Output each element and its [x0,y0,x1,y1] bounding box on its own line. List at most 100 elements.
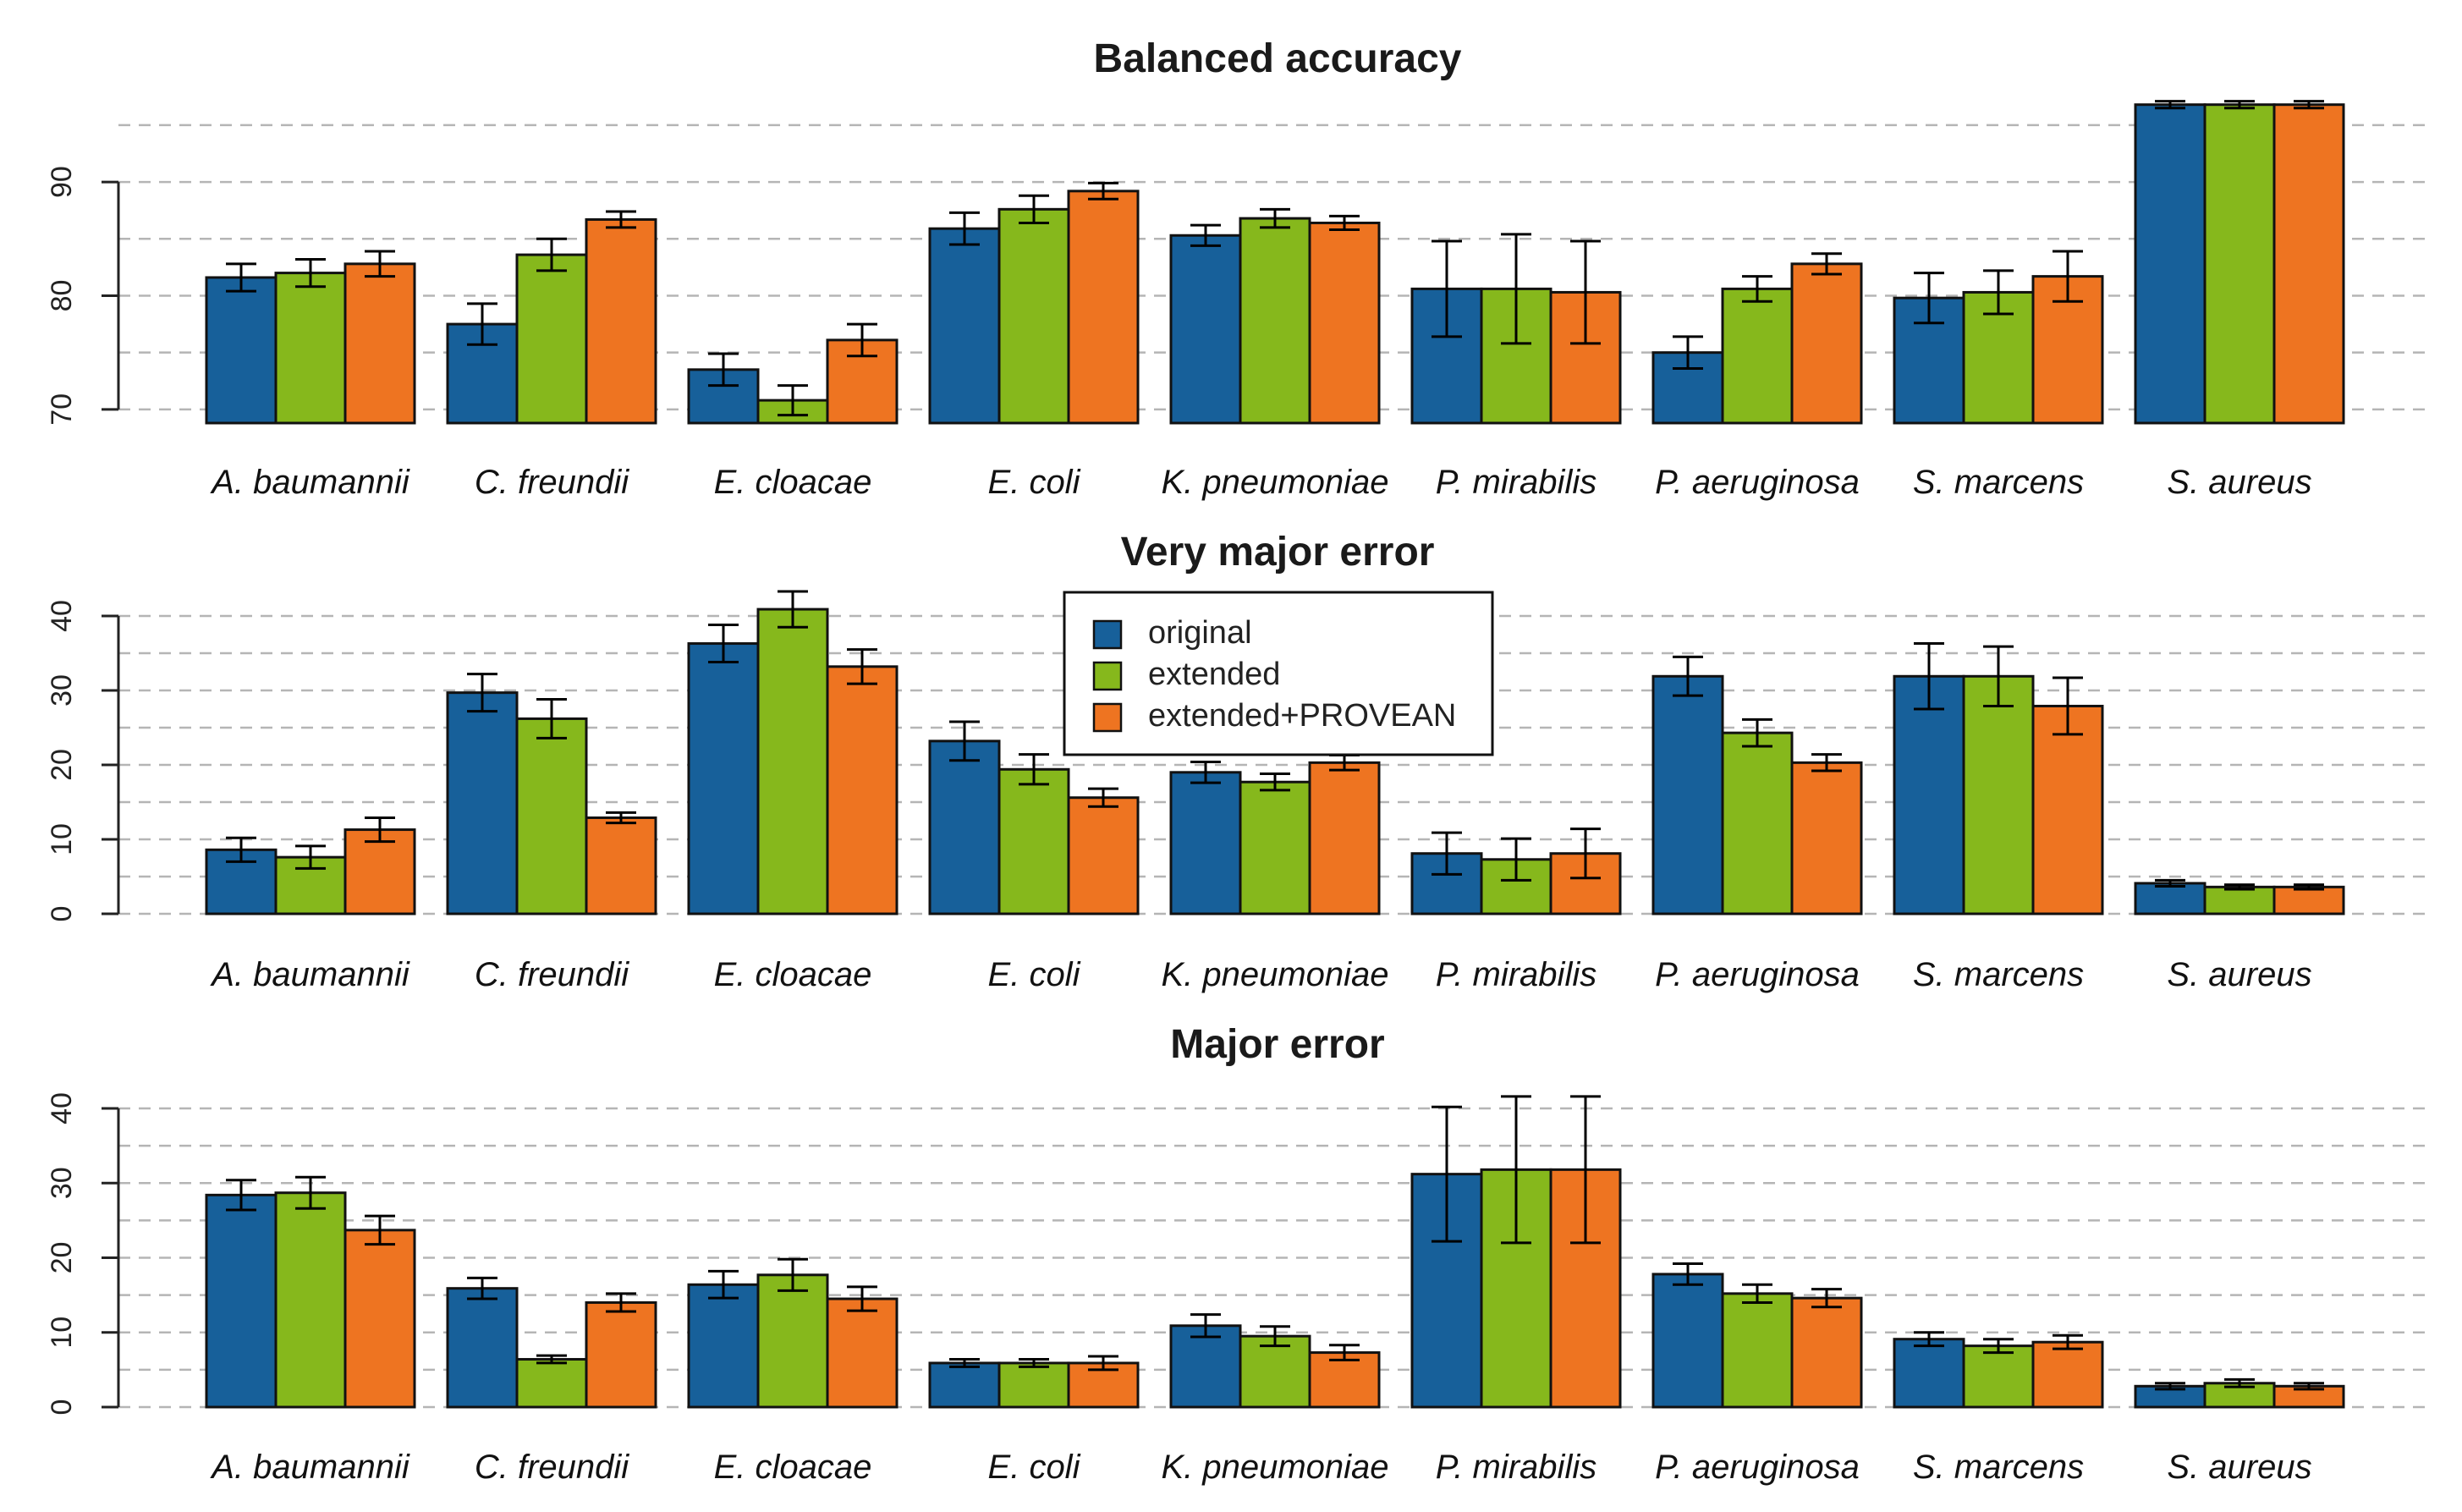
y-tick-label: 80 [46,280,78,312]
bar [2134,103,2206,425]
x-tick-label: P. aeruginosa [1655,956,1860,993]
legend-box [1063,591,1494,756]
bar [1308,1351,1381,1409]
x-tick-label: K. pneumoniae [1161,956,1388,993]
x-tick-label: E. coli [988,1449,1081,1486]
legend-swatch [1092,619,1123,650]
bar [2203,885,2276,915]
bar [2031,704,2104,915]
bar [515,253,588,425]
x-tick-label: P. aeruginosa [1655,464,1860,501]
bar [687,1283,760,1409]
x-tick-label: S. aureus [2167,464,2311,501]
y-tick-label: 70 [46,393,78,426]
x-tick-label: C. freundii [475,956,629,993]
bar [1239,217,1311,425]
x-tick-label: A. baumannii [210,956,410,993]
bar [2134,882,2206,915]
bar [687,642,760,915]
x-tick-label: S. aureus [2167,956,2311,993]
bar [1169,771,1242,915]
x-tick-label: E. cloacae [714,956,872,993]
chart-panel-1: Balanced accuracy 70 80 90 A. baumannii C. fr… [46,36,2428,501]
bar [1721,287,1794,425]
x-tick-label: C. freundii [475,1449,629,1486]
x-tick-label: A. baumannii [210,1449,410,1486]
x-tick-label: C. freundii [475,464,629,501]
y-tick-label: 10 [46,1317,78,1349]
bar [274,272,347,425]
y-tick-label: 30 [46,674,78,707]
y-tick-label: 90 [46,166,78,198]
bar [756,1273,829,1409]
x-tick-label: S. marcens [1913,956,2084,993]
y-tick-label: 30 [46,1167,78,1199]
x-tick-label: E. coli [988,956,1081,993]
y-tick-label: 0 [46,1399,78,1416]
bar [205,276,278,425]
bar [1308,761,1381,915]
bar [928,1361,1001,1409]
bar [826,1297,899,1409]
chart-title: Balanced accuracy [1094,36,1462,81]
bar [756,608,829,915]
legend-label: original [1148,615,1252,651]
bar [997,767,1070,915]
bar [2203,103,2276,425]
bar [997,1361,1070,1409]
x-tick-label: E. cloacae [714,1449,872,1486]
bar [1169,234,1242,425]
bar [343,1229,416,1409]
legend-label: extended+PROVEAN [1148,698,1456,734]
bar [274,1191,347,1409]
y-tick-label: 40 [46,600,78,632]
legend-label: extended [1148,657,1280,692]
y-tick-label: 20 [46,1242,78,1274]
x-tick-label: K. pneumoniae [1161,464,1388,501]
bar [343,828,416,915]
bar [343,262,416,425]
x-tick-label: E. cloacae [714,464,872,501]
x-tick-label: P. mirabilis [1436,1449,1596,1486]
y-tick-label: 40 [46,1092,78,1124]
bar [1239,1334,1311,1409]
bar [446,1287,519,1409]
bar [826,665,899,915]
bar [1067,190,1140,425]
x-tick-label: P. mirabilis [1436,956,1596,993]
x-tick-label: S. marcens [1913,1449,2084,1486]
x-tick-label: A. baumannii [210,464,410,501]
bar [997,207,1070,425]
bar [2272,885,2345,915]
bar [1962,674,2035,915]
bar [928,740,1001,915]
bar [1790,262,1863,425]
x-tick-label: S. aureus [2167,1449,2311,1486]
bar [1721,1292,1794,1409]
bar [2031,1340,2104,1409]
chart-title: Major error [1170,1022,1384,1067]
x-tick-label: P. aeruginosa [1655,1449,1860,1486]
bar [1893,1338,1965,1409]
bar [205,1193,278,1409]
bar [585,1300,657,1409]
bar [515,717,588,915]
bar [446,691,519,915]
chart-title: Very major error [1121,530,1435,575]
bar [1790,1296,1863,1409]
legend: original extended extended+PROVEAN [1063,591,1494,756]
bar [1239,780,1311,915]
legend-swatch [1092,702,1123,733]
y-tick-label: 10 [46,823,78,855]
bar [1067,796,1140,915]
chart-panel-3: Major error 0 10 20 30 40 A. baumannii C. freun… [46,1022,2428,1486]
bar [515,1358,588,1409]
bar [1893,674,1965,915]
bar [2272,103,2345,425]
x-tick-label: P. mirabilis [1436,464,1596,501]
x-tick-label: S. marcens [1913,464,2084,501]
bar [1651,674,1724,915]
x-tick-label: K. pneumoniae [1161,1449,1388,1486]
chart-panel-2: Very major error 0 10 20 30 40 A. baumannii C. … [46,530,2428,993]
